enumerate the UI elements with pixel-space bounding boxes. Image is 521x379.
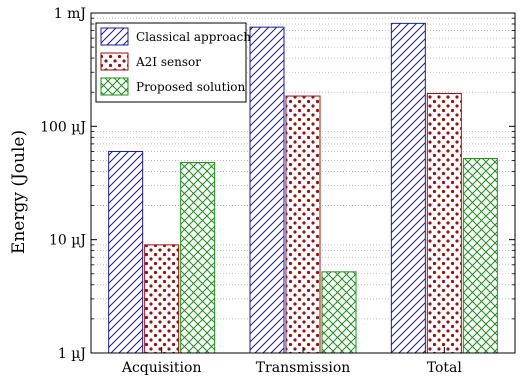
- bar-1-0: [249, 26, 285, 354]
- y-axis-label: Energy (Joule): [9, 130, 29, 254]
- bar-1-2: [321, 271, 357, 354]
- legend-entry: A2I sensor: [135, 55, 201, 69]
- bar-2-1: [426, 92, 462, 354]
- y-tick-label: 10 µJ: [49, 233, 86, 249]
- legend-entry: Classical approach: [136, 30, 251, 44]
- y-tick-label: 1 µJ: [58, 346, 86, 362]
- legend-swatch: [100, 52, 129, 71]
- bars-group: [108, 22, 498, 354]
- axes-group: 1 µJ 10 µJ 100 µJ 1 mJ Acquisition Transmissi…: [40, 6, 516, 376]
- x-tick-label: Acquisition: [121, 360, 202, 376]
- y-tick-label: 100 µJ: [40, 119, 86, 135]
- legend: Classical approach A2I sensor Proposed sol…: [95, 22, 251, 103]
- legend-swatch: [100, 77, 129, 96]
- bar-2-2: [462, 158, 498, 354]
- y-tick-label: 1 mJ: [54, 6, 86, 22]
- bar-0-2: [180, 161, 216, 354]
- legend-swatch: [100, 27, 129, 46]
- bar-0-1: [144, 244, 180, 354]
- bar-2-0: [390, 22, 426, 354]
- legend-entry: Proposed solution: [136, 80, 246, 94]
- x-tick-label: Total: [427, 360, 463, 376]
- bar-1-1: [285, 95, 321, 354]
- x-tick-label: Transmission: [256, 360, 351, 376]
- bar-0-0: [108, 150, 144, 354]
